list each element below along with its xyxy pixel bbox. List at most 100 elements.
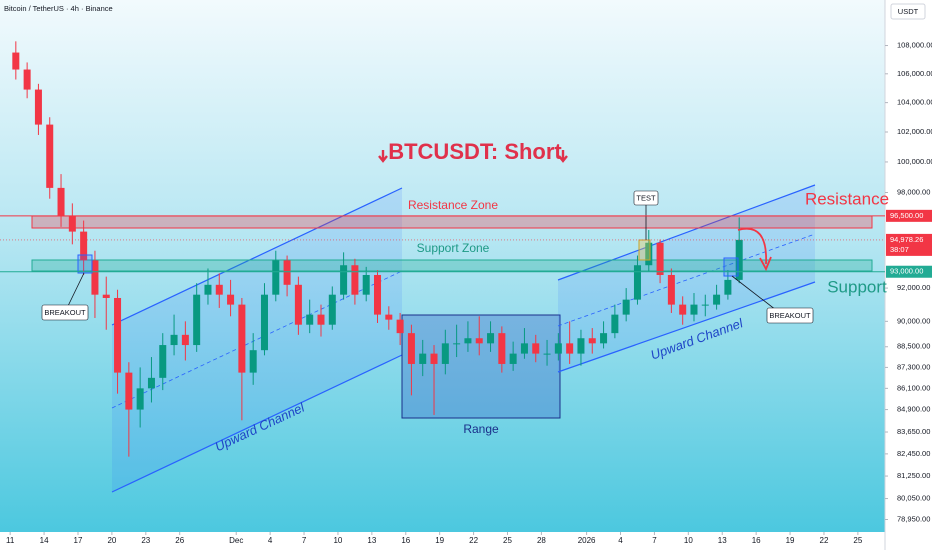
range-box [401,314,561,419]
x-tick-label: 25 [503,536,512,545]
y-tick-label: 86,100.00 [897,383,930,392]
candle-body [453,343,461,345]
test-label: TEST [636,193,656,202]
candle-body [645,242,653,266]
candle-body [125,372,133,410]
zone-label: Resistance Zone [408,198,498,212]
candle-body [713,294,721,305]
axes: 108,000.00 106,000.00 104,000.00 102,000.00… [0,41,932,545]
candle-body [588,338,596,344]
candles [12,41,743,457]
candle-body [498,333,506,364]
channel-line [557,184,816,281]
candle-body [351,265,359,295]
candle-body [464,338,472,344]
range-label: Range [463,422,499,436]
candle-body [441,343,449,364]
candle-body [294,284,302,325]
y-tick-label: 90,000.00 [897,316,930,325]
x-tick-label: 26 [175,536,184,545]
candle-body [68,215,76,232]
x-tick-label: 7 [302,536,307,545]
channel-line [557,281,816,373]
level-label-box [886,265,932,278]
channel-midline [557,233,816,327]
y-tick-label: 104,000.00 [897,98,932,107]
x-tick-label: 13 [367,536,376,545]
title-arrow [378,150,388,163]
y-tick-label: 92,000.00 [897,283,930,292]
y-tick-label: 98,000.00 [897,187,930,196]
candle-body [532,343,540,354]
candle-body [577,338,585,354]
x-tick-label: 16 [752,536,761,545]
callout-box [766,307,814,324]
y-tick-label: 84,900.00 [897,405,930,414]
candle-body [520,343,528,354]
x-tick-label: 10 [684,536,693,545]
candle-body [215,284,223,295]
breakout-label: BREAKOUT [769,311,811,320]
support-zone [31,259,873,272]
x-tick-label: 7 [652,536,657,545]
candle-body [57,187,65,216]
callout-line [731,275,777,311]
x-tick-label: 16 [401,536,410,545]
candle-body [238,304,246,373]
x-tick-label: 25 [853,536,862,545]
candle-body [12,52,20,70]
support-label: Support [827,277,887,296]
candle-body [509,353,517,364]
candle-body [80,231,88,261]
arrow-head [759,256,772,272]
currency-box [890,3,926,20]
y-tick-label: 102,000.00 [897,127,932,136]
candle-body [114,297,122,373]
candle-body [147,377,155,389]
level-label-box [886,209,932,222]
candle-body [306,314,314,325]
countdown-label: 38:07 [890,245,909,254]
channel-line [111,187,403,326]
x-tick-label: Dec [229,536,243,545]
candle-body [679,304,687,315]
x-tick-label: 22 [469,536,478,545]
y-tick-label: 80,050.00 [897,494,930,503]
candle-body [91,260,99,295]
breakout-box [77,254,93,274]
x-tick-label: 17 [74,536,83,545]
candle-body [735,239,743,280]
breakout-box [723,257,739,277]
candle-body [46,124,54,188]
x-tick-label: 20 [107,536,116,545]
candle-body [611,314,619,334]
level-label: 93,000.00 [890,267,923,276]
candle-body [430,353,438,364]
candle-body [227,294,235,305]
candle-body [34,89,42,125]
candle-body [600,333,608,344]
candle-body [554,343,562,354]
y-tick-label: 78,950.00 [897,514,930,523]
last-price-box [886,233,932,256]
candle-body [633,265,641,300]
callout-line [67,272,85,307]
candle-body [487,333,495,344]
candle-body [159,345,167,378]
x-tick-label: 14 [40,536,49,545]
channel-fill [558,185,815,372]
zone-label: Support Zone [417,241,490,255]
candle-body [385,314,393,320]
y-tick-label: 106,000.00 [897,69,932,78]
callout-box [41,304,89,321]
channel-fill [112,188,402,492]
candle-body [396,319,404,334]
candle-body [328,294,336,325]
candle-body [136,388,144,410]
x-tick-label: 2026 [578,536,596,545]
y-tick-label: 88,500.00 [897,342,930,351]
projection-arrow [737,227,767,265]
y-tick-label: 83,650.00 [897,427,930,436]
candle-body [724,279,732,295]
